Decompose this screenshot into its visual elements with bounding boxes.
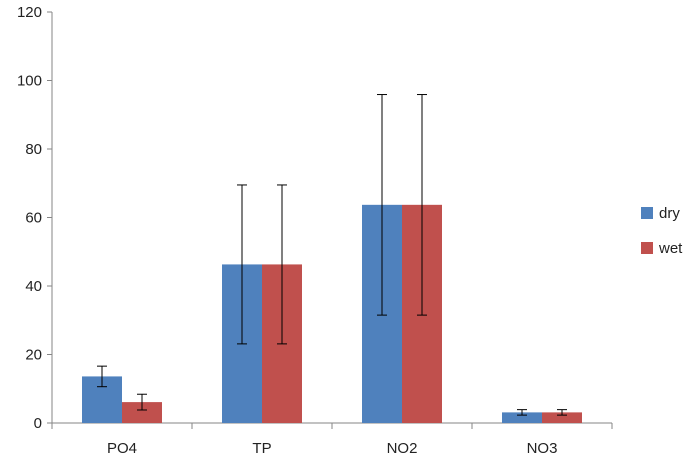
bar-wet-NO3 — [542, 412, 582, 423]
legend-swatch-wet — [641, 242, 653, 254]
bar-wet-PO4 — [122, 402, 162, 423]
x-tick-label: NO2 — [387, 440, 418, 457]
y-tick-label: 100 — [17, 73, 42, 90]
y-tick-label: 80 — [25, 141, 42, 158]
y-tick-label: 0 — [34, 415, 42, 432]
x-tick-label: TP — [252, 440, 271, 457]
y-tick-label: 60 — [25, 210, 42, 227]
x-tick-label: PO4 — [107, 440, 137, 457]
legend-swatch-dry — [641, 207, 653, 219]
bar-dry-NO3 — [502, 412, 542, 423]
legend-label-wet: wet — [658, 240, 683, 257]
x-tick-label: NO3 — [527, 440, 558, 457]
y-tick-label: 20 — [25, 347, 42, 364]
y-tick-label: 40 — [25, 278, 42, 295]
y-tick-label: 120 — [17, 4, 42, 21]
legend-label-dry: dry — [659, 205, 680, 222]
